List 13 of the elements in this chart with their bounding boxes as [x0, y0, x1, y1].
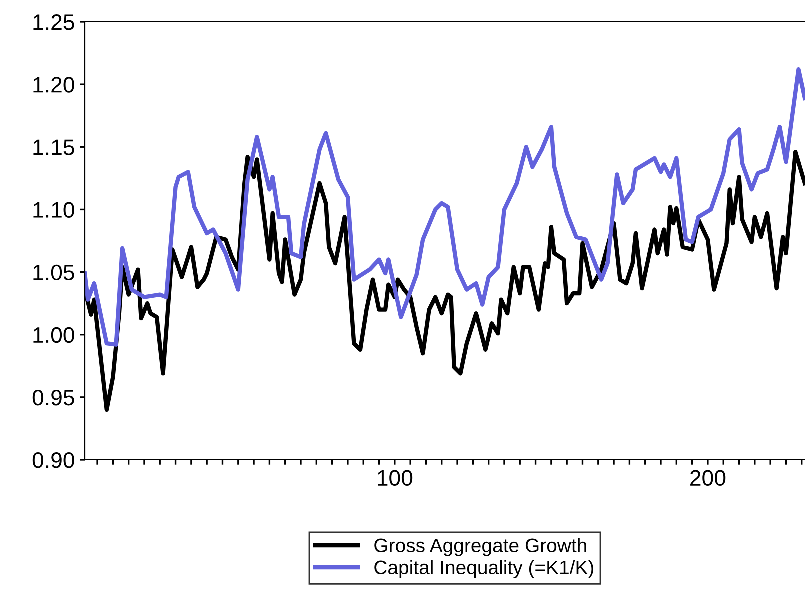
- y-tick-label: 1.10: [34, 202, 74, 218]
- y-tick-label: 1.00: [34, 327, 74, 344]
- y-tick-label: 1.05: [34, 264, 74, 281]
- legend-label: Gross Aggregate Growth: [374, 538, 586, 556]
- legend-label: Capital Inequality (=K1/K): [374, 560, 594, 578]
- x-tick-label: 200: [690, 470, 726, 486]
- y-tick-label: 1.20: [34, 77, 74, 93]
- y-tick-label: 1.25: [34, 14, 74, 30]
- y-tick-label: 0.95: [32, 390, 74, 406]
- y-tick-label: 0.90: [32, 452, 74, 468]
- line-series: [85, 67, 805, 347]
- x-tick-label: 100: [378, 470, 413, 486]
- y-tick-label: 1.15: [34, 140, 74, 156]
